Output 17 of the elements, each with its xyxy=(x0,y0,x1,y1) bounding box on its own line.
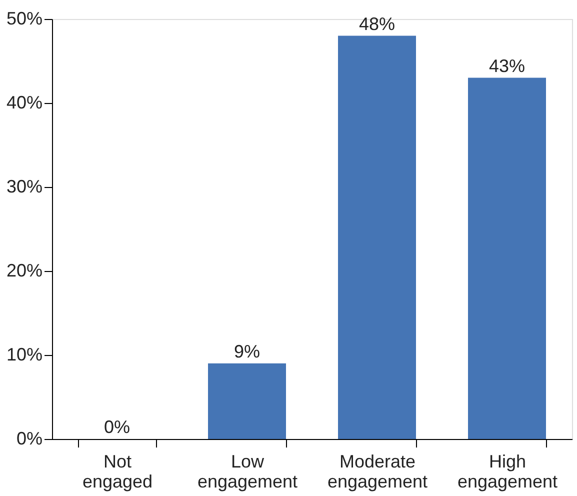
bar xyxy=(338,36,416,439)
x-tick-label: High engagement xyxy=(457,452,558,492)
y-tick-label: 30% xyxy=(6,176,42,196)
data-label: 43% xyxy=(488,56,526,76)
data-label: 48% xyxy=(358,14,396,34)
data-label: 0% xyxy=(104,417,130,437)
y-tick-label: 40% xyxy=(6,92,42,112)
x-tick-label: Not engaged xyxy=(82,452,153,492)
y-tick-label: 0% xyxy=(16,428,42,448)
bar xyxy=(208,363,286,439)
x-tick-label: Low engagement xyxy=(197,452,298,492)
bar xyxy=(468,78,546,439)
y-tick-label: 50% xyxy=(6,8,42,28)
x-tick-label: Moderate engagement xyxy=(327,452,428,492)
y-tick-label: 20% xyxy=(6,260,42,280)
data-label: 9% xyxy=(234,341,260,362)
y-tick-label: 10% xyxy=(6,344,42,364)
